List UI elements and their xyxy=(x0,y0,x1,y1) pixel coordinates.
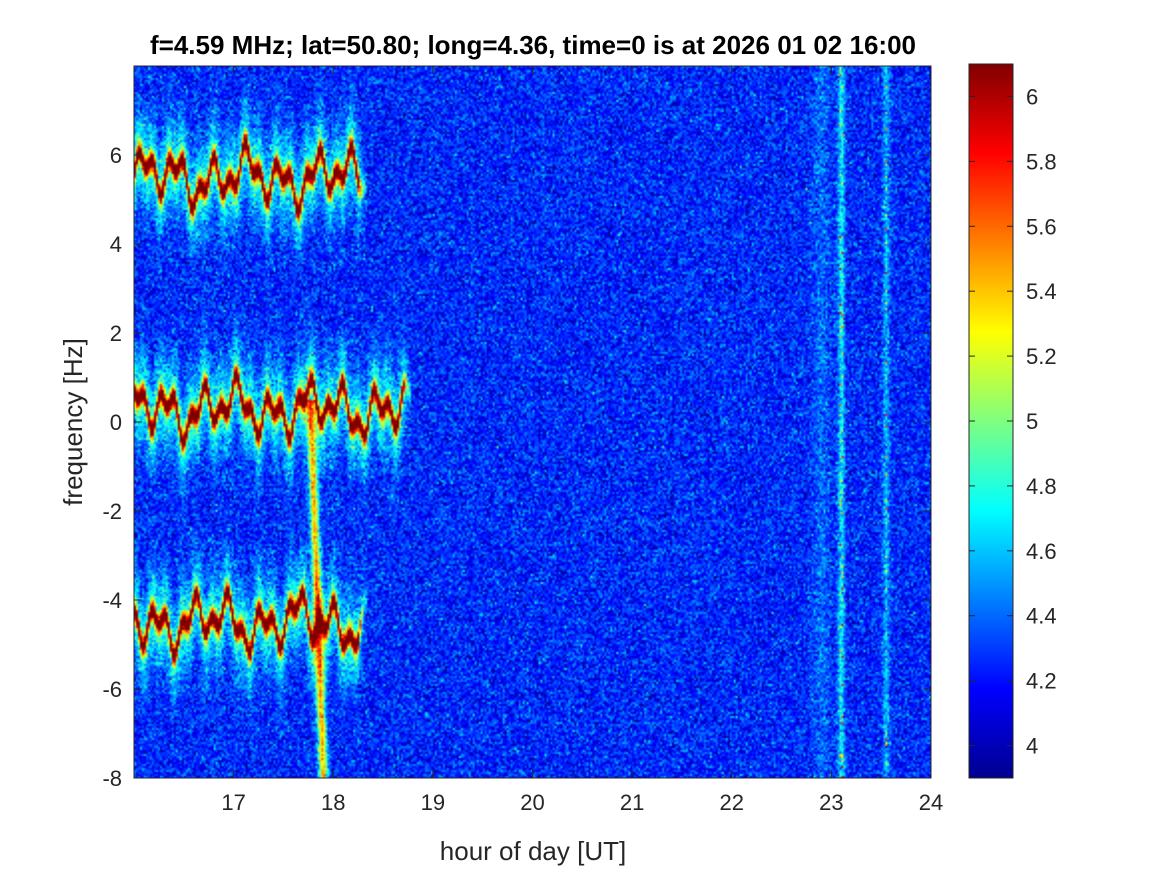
colorbar-tick-label: 4.6 xyxy=(1026,539,1057,564)
heatmap-image xyxy=(134,66,931,778)
x-tick-label: 20 xyxy=(520,790,544,815)
colorbar-tick-label: 4.2 xyxy=(1026,669,1057,694)
colorbar-tick-label: 5.2 xyxy=(1026,344,1057,369)
chart-title: f=4.59 MHz; lat=50.80; long=4.36, time=0… xyxy=(150,30,916,60)
colorbar-ticks: 4 4.2 4.4 4.6 4.8 5 5.2 5.4 5.6 5.8 6 xyxy=(969,84,1057,759)
colorbar-tick-label: 5.6 xyxy=(1026,214,1057,239)
colorbar-tick-label: 4.8 xyxy=(1026,474,1057,499)
x-tick-label: 23 xyxy=(819,790,843,815)
x-tick-label: 22 xyxy=(720,790,744,815)
x-tick-label: 19 xyxy=(421,790,445,815)
colorbar-tick-label: 5.8 xyxy=(1026,149,1057,174)
y-tick-label: 6 xyxy=(110,143,122,168)
y-tick-label: -6 xyxy=(102,677,122,702)
y-tick-label: 0 xyxy=(110,410,122,435)
colorbar-tick-label: 5 xyxy=(1026,409,1038,434)
y-tick-label: 4 xyxy=(110,232,122,257)
colorbar: 4 4.2 4.4 4.6 4.8 5 5.2 5.4 5.6 5.8 6 xyxy=(968,63,1057,779)
y-axis: -8 -6 -4 -2 0 2 4 6 xyxy=(102,143,931,791)
x-tick-label: 17 xyxy=(221,790,245,815)
x-tick-label: 18 xyxy=(321,790,345,815)
colorbar-tick-label: 5.4 xyxy=(1026,279,1057,304)
colorbar-tick-label: 4 xyxy=(1026,734,1038,759)
y-tick-label: -2 xyxy=(102,499,122,524)
colorbar-tick-label: 6 xyxy=(1026,84,1038,109)
x-axis: 17 18 19 20 21 22 23 24 xyxy=(221,66,943,815)
colorbar-gradient xyxy=(969,64,1013,778)
x-axis-label: hour of day [UT] xyxy=(440,836,626,866)
y-tick-label: 2 xyxy=(110,321,122,346)
x-tick-label: 24 xyxy=(919,790,943,815)
x-tick-label: 21 xyxy=(620,790,644,815)
y-tick-label: -4 xyxy=(102,588,122,613)
y-tick-label: -8 xyxy=(102,766,122,791)
plot-area xyxy=(133,65,932,779)
colorbar-tick-label: 4.4 xyxy=(1026,604,1057,629)
y-axis-label: frequency [Hz] xyxy=(58,338,88,506)
